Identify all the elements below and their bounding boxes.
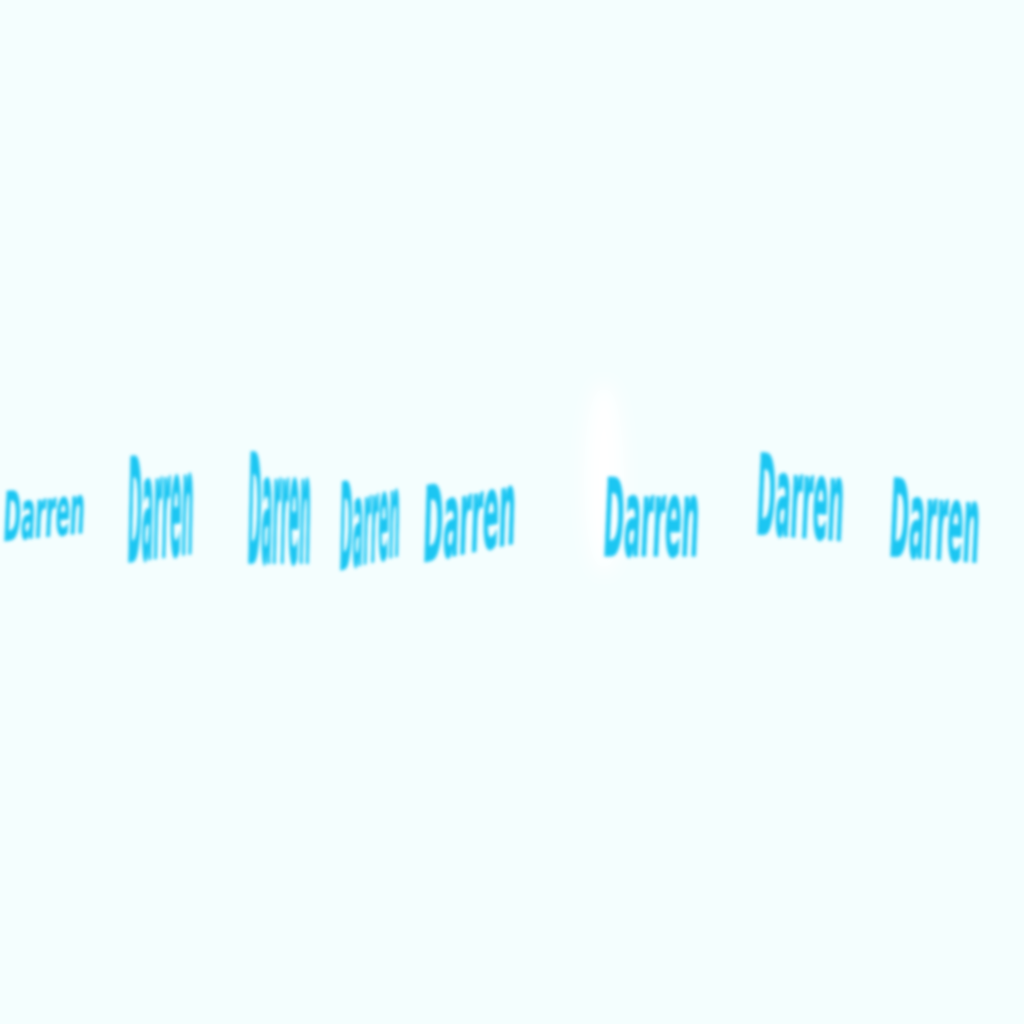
signature-3: Darren <box>248 423 311 600</box>
signature-4: Darren <box>339 445 400 600</box>
signature-7: Darren <box>757 432 844 569</box>
signature-8: Darren <box>890 456 980 589</box>
signature-5: Darren <box>423 447 517 586</box>
signature-1: Darren <box>3 470 85 557</box>
signature-2: Darren <box>128 421 194 597</box>
highlight-glow <box>584 382 624 574</box>
signature-6: Darren <box>604 456 699 582</box>
